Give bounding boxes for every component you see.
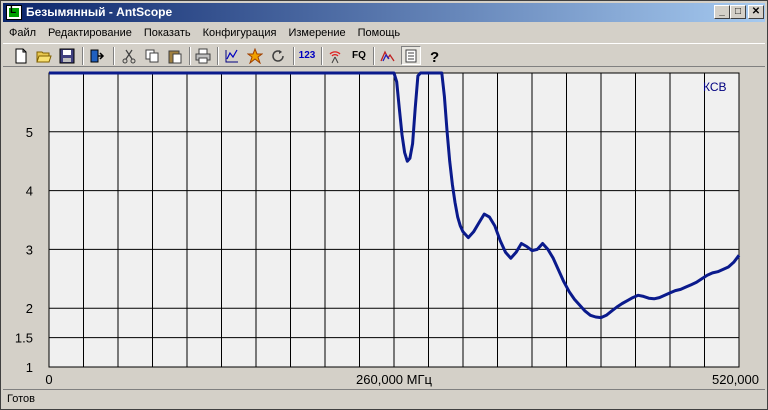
swr-chart-svg[interactable]: 1 1.5 2 3 4 5 0 260,000 МГц 520,000 КСВ — [3, 67, 765, 389]
save-icon[interactable] — [57, 46, 77, 65]
notebook-icon[interactable] — [401, 46, 421, 65]
print-icon[interactable] — [193, 46, 213, 65]
help-icon[interactable]: ? — [424, 46, 444, 65]
swr-chart[interactable]: 1 1.5 2 3 4 5 0 260,000 МГц 520,000 КСВ — [3, 67, 765, 389]
antenna-icon[interactable] — [325, 46, 345, 65]
y-tick-label: 5 — [26, 125, 33, 140]
cut-icon[interactable] — [119, 46, 139, 65]
fq-button[interactable]: FQ — [352, 50, 366, 61]
new-icon[interactable] — [11, 46, 31, 65]
open-icon[interactable] — [34, 46, 54, 65]
toolbar-separator — [189, 47, 191, 65]
toolbar-separator — [217, 47, 219, 65]
title-bar[interactable]: Безымянный - AntScope _ □ ✕ — [3, 3, 765, 22]
x-tick-label: 520,000 — [712, 372, 759, 387]
menu-measure[interactable]: Измерение — [288, 26, 346, 39]
toolbar-separator — [113, 47, 115, 65]
menu-edit[interactable]: Редактирование — [48, 26, 132, 39]
maximize-button[interactable]: □ — [730, 5, 746, 19]
toolbar-separator — [373, 47, 375, 65]
app-icon[interactable] — [6, 5, 22, 20]
toolbar-separator — [82, 47, 84, 65]
menu-help[interactable]: Помощь — [357, 26, 401, 39]
mountain-icon[interactable] — [378, 46, 398, 65]
numbers-button[interactable]: 123 — [298, 50, 316, 61]
toolbar: 123 FQ ? — [3, 43, 765, 67]
menu-file[interactable]: Файл — [9, 26, 37, 39]
menu-config[interactable]: Конфигурация — [202, 26, 277, 39]
graph-icon[interactable] — [222, 46, 242, 65]
x-tick-label: 260,000 МГц — [356, 372, 432, 387]
close-button[interactable]: ✕ — [748, 5, 764, 19]
menu-bar: Файл Редактирование Показать Конфигураци… — [3, 23, 765, 42]
swr-series-line — [49, 71, 741, 320]
menu-view[interactable]: Показать — [143, 26, 191, 39]
y-tick-label: 1 — [26, 360, 33, 375]
window-title: Безымянный - AntScope — [26, 5, 173, 19]
status-text: Готов — [7, 393, 35, 405]
refresh-icon[interactable] — [268, 46, 288, 65]
y-tick-label: 3 — [26, 242, 33, 257]
series-label: КСВ — [703, 80, 727, 94]
y-tick-label: 2 — [26, 301, 33, 316]
toolbar-separator — [321, 47, 323, 65]
paste-icon[interactable] — [165, 46, 185, 65]
y-tick-label: 4 — [26, 184, 33, 199]
toolbar-separator — [293, 47, 295, 65]
star-icon[interactable] — [245, 46, 265, 65]
status-bar: Готов — [3, 389, 765, 408]
x-tick-label: 0 — [45, 372, 52, 387]
export-icon[interactable] — [87, 46, 107, 65]
minimize-button[interactable]: _ — [714, 5, 730, 19]
svg-text:?: ? — [430, 49, 439, 64]
copy-icon[interactable] — [142, 46, 162, 65]
y-tick-label: 1.5 — [15, 331, 33, 346]
